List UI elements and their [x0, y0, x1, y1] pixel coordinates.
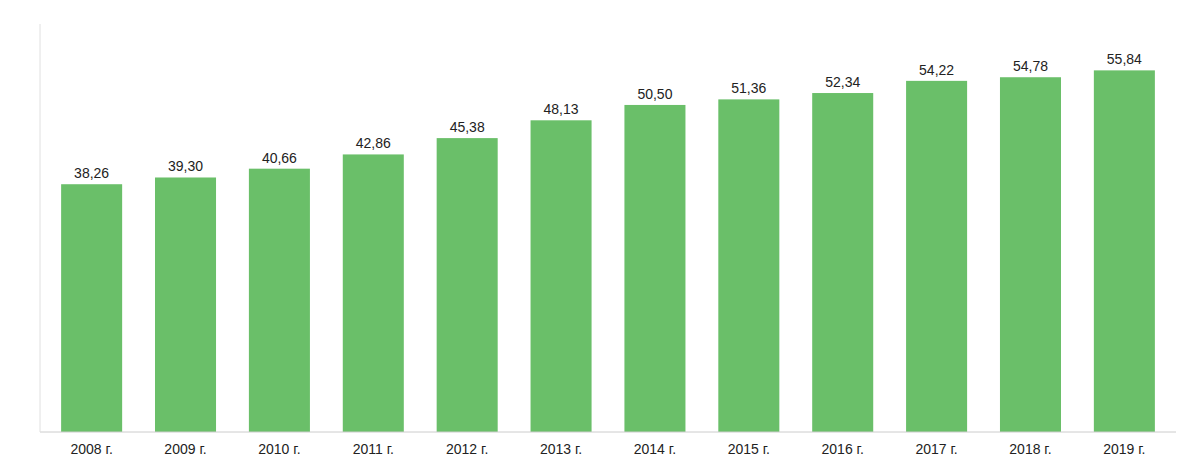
- y-axis-line: [40, 24, 41, 432]
- x-tick-label: 2013 г.: [540, 441, 582, 457]
- x-tick-label: 2011 г.: [353, 441, 394, 457]
- chart-container: 2008 г. 2009 г. 2010 г. 2011 г. 2012 г. 2013 …: [0, 0, 1200, 476]
- data-label: 45,38: [450, 119, 485, 135]
- data-label: 48,13: [544, 101, 579, 117]
- data-label: 54,22: [919, 62, 954, 78]
- x-tick-label: 2017 г.: [915, 441, 957, 457]
- data-label: 40,66: [262, 150, 297, 166]
- data-label: 54,78: [1013, 58, 1048, 74]
- x-tick-label: 2016 г.: [822, 441, 864, 457]
- data-label: 38,26: [74, 165, 109, 181]
- bar: [624, 105, 685, 432]
- bar: [531, 120, 592, 432]
- data-label: 51,36: [731, 80, 766, 96]
- x-tick-label: 2019 г.: [1103, 441, 1145, 457]
- bar: [1094, 70, 1155, 432]
- x-tick-label: 2012 г.: [446, 441, 488, 457]
- bar: [812, 93, 873, 432]
- bar: [249, 169, 310, 432]
- x-axis-line: [40, 432, 1176, 433]
- bar: [906, 81, 967, 432]
- bars: [61, 70, 1155, 432]
- x-tick-label: 2018 г.: [1009, 441, 1051, 457]
- data-label: 50,50: [637, 86, 672, 102]
- bar: [61, 184, 122, 432]
- x-tick-label: 2010 г.: [258, 441, 300, 457]
- bar: [155, 177, 216, 432]
- bar: [1000, 77, 1061, 432]
- data-label: 42,86: [356, 135, 391, 151]
- bar: [718, 99, 779, 432]
- data-label: 55,84: [1107, 51, 1142, 67]
- bar: [437, 138, 498, 432]
- chart-svg: 2008 г. 2009 г. 2010 г. 2011 г. 2012 г. 2013 …: [0, 0, 1200, 476]
- x-tick-label: 2009 г.: [164, 441, 206, 457]
- x-tick-label: 2008 г.: [70, 441, 112, 457]
- x-tick-label: 2015 г.: [728, 441, 770, 457]
- x-tick-label: 2014 г.: [634, 441, 676, 457]
- bar: [343, 154, 404, 432]
- data-label: 52,34: [825, 74, 860, 90]
- data-label: 39,30: [168, 158, 203, 174]
